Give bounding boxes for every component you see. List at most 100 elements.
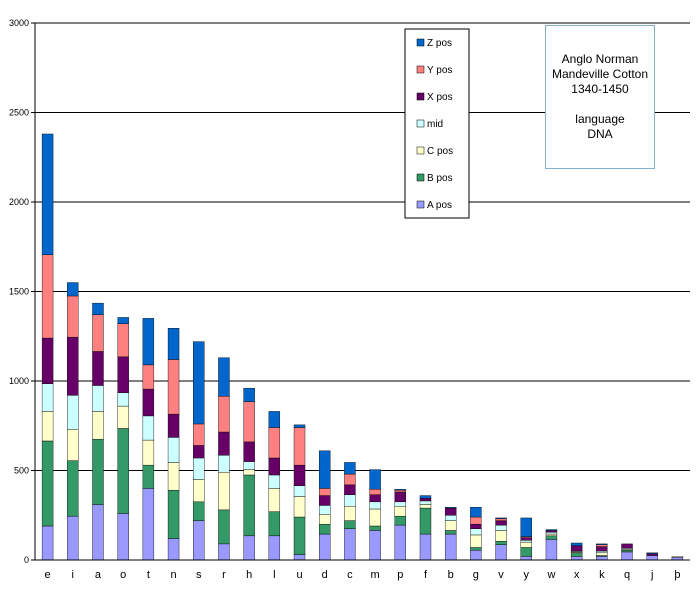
bar-h-mid [243,461,255,470]
x-tick-label: u [296,569,302,581]
bar-b-mid [444,515,457,521]
bar-b-z-pos [444,506,457,509]
bar-e-x-pos [41,337,54,384]
bar-n-y-pos [167,359,180,415]
x-tick-label: a [95,569,102,581]
x-tick-label: k [599,569,605,581]
bar-k-c-pos [596,552,608,556]
bar-g-y-pos [470,516,482,525]
x-tick-label: b [448,569,454,581]
bar-w-a-pos [545,539,558,561]
bar-f-x-pos [419,498,432,502]
bar-h-z-pos [243,387,255,402]
bar-m-mid [369,501,381,510]
annotation-box: Anglo Norman Mandeville Cotton 1340-1450… [545,25,655,169]
bar-s-mid [193,457,205,480]
x-tick-label: v [498,569,504,581]
bar-h-y-pos [243,401,255,443]
bar-a-z-pos [92,302,104,315]
bar-k-x-pos [596,546,608,552]
bar-s-x-pos [193,445,205,459]
bar-f-a-pos [419,533,432,561]
bar-d-c-pos [319,514,331,525]
bar-u-x-pos [293,464,306,486]
bar-y-x-pos [520,537,532,541]
x-tick-label: s [196,569,202,581]
bar-l-z-pos [268,411,281,428]
bar-r-b-pos [218,509,230,545]
y-axis-ticks: 0 500 1000 1500 2000 2500 3000 [9,18,35,565]
bar-b-b-pos [444,530,457,535]
bar-y-b-pos [520,547,532,557]
bar-k-z-pos [596,543,608,545]
bar-y-a-pos [520,556,532,561]
y-tick-label: 1000 [9,376,29,386]
bar-n-mid [167,437,180,463]
bar-u-z-pos [293,424,306,428]
bar-x-x-pos [570,545,583,552]
bar-q-a-pos [621,551,633,561]
bar-v-z-pos [495,517,507,520]
bar-p-mid [394,501,406,507]
bar-n-a-pos [167,538,180,561]
bar-s-y-pos [193,423,205,446]
bar-w-z-pos [545,529,558,531]
bar-u-c-pos [293,496,306,518]
bar-a-a-pos [92,504,104,561]
bar-v-c-pos [495,530,507,542]
bar-y-c-pos [520,541,532,548]
bar-c-a-pos [344,528,356,561]
x-tick-label: j [650,569,653,581]
x-tick-label: d [322,569,328,581]
bar-b-x-pos [444,507,457,516]
x-tick-label: g [473,569,479,581]
x-tick-label: r [222,569,226,581]
bar-u-y-pos [293,427,306,466]
bars [41,133,684,561]
bar-s-b-pos [193,501,205,521]
bar-o-c-pos [117,405,129,429]
x-tick-label: f [424,569,428,581]
bar-w-x-pos [545,530,558,533]
y-tick-label: 3000 [9,18,29,28]
bar-n-c-pos [167,462,180,491]
axes [34,23,690,561]
y-tick-label: 2500 [9,108,29,118]
bar-i-y-pos [67,295,79,338]
legend-swatch [416,38,425,47]
bar-u-mid [293,485,306,497]
bar-o-z-pos [117,317,129,324]
bar-i-c-pos [67,429,79,461]
x-tick-label: t [147,569,150,581]
legend-swatch [416,173,425,182]
bar-e-b-pos [41,440,54,527]
bar-l-x-pos [268,457,281,476]
bar-p-z-pos [394,489,406,491]
bar-q-x-pos [621,543,633,549]
x-tick-label: p [397,569,403,581]
bar-d-z-pos [319,450,331,489]
bar-f-c-pos [419,504,432,509]
x-tick-label: y [524,569,530,581]
bar-m-y-pos [369,489,381,495]
bar-k-y-pos [596,544,608,547]
bar-r-mid [218,455,230,473]
x-tick-label: n [170,569,176,581]
x-tick-label: e [45,569,51,581]
legend-label: A pos [427,200,452,211]
bar-w-mid [545,532,558,535]
legend-box [404,28,470,219]
bar-u-a-pos [293,554,306,561]
x-tick-label: q [624,569,630,581]
bar-r-y-pos [218,396,230,433]
legend-label: C pos [427,146,453,157]
y-tick-label: 1500 [9,287,29,297]
x-tick-label: c [347,569,353,581]
bar-x-b-pos [570,552,583,557]
bar-x-z-pos [570,542,583,546]
bar-a-b-pos [92,438,104,505]
bar-t-c-pos [142,439,155,466]
bar-r-a-pos [218,543,230,561]
bar-i-a-pos [67,515,79,561]
x-tick-label: l [273,569,275,581]
